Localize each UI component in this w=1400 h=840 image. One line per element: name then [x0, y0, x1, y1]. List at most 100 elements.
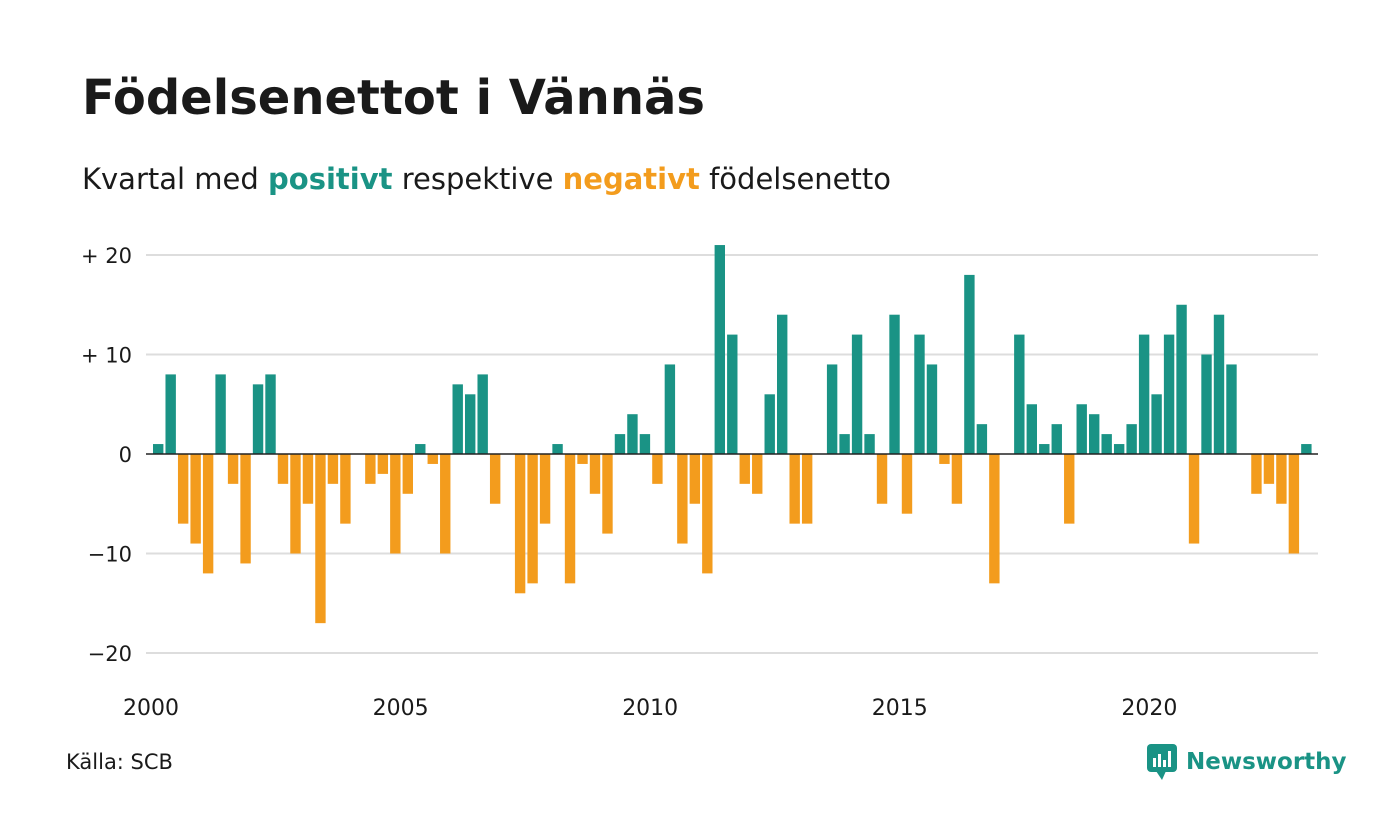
- bar: [727, 334, 738, 454]
- subtitle-positive-label: positivt: [268, 162, 393, 196]
- bar: [639, 434, 651, 454]
- bar-chart: + 20 + 10 0 −10 −20 2000 2005 2010 2015 2020: [81, 244, 1318, 721]
- bar: [539, 454, 551, 524]
- source-note: Källa: SCB: [66, 750, 173, 774]
- bar: [1301, 444, 1312, 454]
- chart-title: Födelsenettot i Vännäs: [82, 70, 705, 126]
- y-tick-label: 0: [119, 443, 132, 467]
- bar: [1051, 424, 1062, 454]
- bar: [1126, 424, 1137, 454]
- bar: [440, 454, 451, 554]
- bar: [1251, 454, 1262, 494]
- bar: [1113, 444, 1125, 454]
- bar: [939, 454, 950, 464]
- bar: [1089, 414, 1100, 454]
- y-tick-label: −10: [88, 543, 132, 567]
- bar: [377, 454, 389, 474]
- bar: [602, 454, 613, 534]
- bar: [614, 434, 626, 454]
- bar: [876, 454, 888, 504]
- subtitle-suffix: födelsenetto: [709, 162, 891, 196]
- bar: [901, 454, 913, 514]
- bar: [577, 454, 588, 464]
- bar: [177, 454, 189, 524]
- bar: [402, 454, 413, 494]
- bar: [702, 454, 713, 574]
- bar: [427, 454, 438, 464]
- subtitle-middle: respektive: [401, 162, 554, 196]
- bar: [227, 454, 239, 484]
- bar: [739, 454, 750, 484]
- y-tick-label: + 10: [81, 344, 132, 368]
- bar: [240, 454, 251, 564]
- bar: [1039, 444, 1050, 454]
- bar: [465, 394, 476, 454]
- bar: [677, 454, 688, 544]
- bar: [1288, 454, 1300, 554]
- bar: [1276, 454, 1287, 504]
- bar: [864, 434, 875, 454]
- bar: [889, 314, 900, 454]
- bar: [989, 454, 1000, 584]
- newsworthy-logo-icon: [1147, 744, 1177, 780]
- x-tick-label: 2005: [373, 696, 429, 721]
- bar: [415, 444, 426, 454]
- bar: [801, 454, 813, 524]
- bar: [664, 364, 676, 454]
- bar: [1226, 364, 1237, 454]
- subtitle-prefix: Kvartal med: [82, 162, 259, 196]
- chart-subtitle: Kvartal med positivt respektive negativt…: [82, 162, 891, 196]
- subtitle-negative-label: negativt: [562, 162, 700, 196]
- bar: [477, 374, 488, 454]
- bar: [764, 394, 775, 454]
- brand-name: Newsworthy: [1186, 749, 1347, 775]
- bar: [327, 454, 339, 484]
- bar: [452, 384, 463, 454]
- brand-logo: Newsworthy: [1146, 742, 1347, 782]
- bar: [1188, 454, 1200, 544]
- bar: [1138, 334, 1150, 454]
- x-tick-label: 2000: [123, 696, 179, 721]
- bar: [752, 454, 763, 494]
- bar: [914, 334, 925, 454]
- x-tick-label: 2020: [1121, 696, 1177, 721]
- bar: [1201, 354, 1212, 454]
- bar: [1076, 404, 1087, 454]
- bar: [552, 444, 563, 454]
- bar: [252, 384, 264, 454]
- bar: [777, 314, 788, 454]
- x-tick-label: 2010: [622, 696, 678, 721]
- bar: [165, 374, 176, 454]
- bar: [839, 434, 850, 454]
- bar: [1026, 404, 1037, 454]
- bars: [153, 245, 1312, 624]
- bar: [315, 454, 326, 624]
- bar: [153, 444, 164, 454]
- bar: [851, 334, 863, 454]
- bar: [976, 424, 988, 454]
- bar: [1263, 454, 1275, 484]
- bar: [1014, 334, 1025, 454]
- x-tick-label: 2015: [872, 696, 928, 721]
- bar: [1064, 454, 1075, 524]
- bar: [202, 454, 214, 574]
- bar: [340, 454, 351, 524]
- bar: [190, 454, 201, 544]
- y-tick-label: −20: [88, 642, 132, 666]
- bar: [564, 454, 576, 584]
- bar: [1151, 394, 1162, 454]
- bar: [1163, 334, 1175, 454]
- bar: [789, 454, 800, 524]
- x-axis-ticks: 2000 2005 2010 2015 2020: [123, 696, 1177, 721]
- bar: [489, 454, 501, 504]
- y-axis-ticks: + 20 + 10 0 −10 −20: [81, 244, 132, 666]
- y-tick-label: + 20: [81, 244, 132, 268]
- bar: [277, 454, 289, 484]
- bar: [527, 454, 538, 584]
- bar: [826, 364, 838, 454]
- bar: [290, 454, 301, 554]
- bar: [926, 364, 938, 454]
- bar: [1176, 304, 1187, 454]
- bar: [714, 245, 725, 454]
- bar: [589, 454, 601, 494]
